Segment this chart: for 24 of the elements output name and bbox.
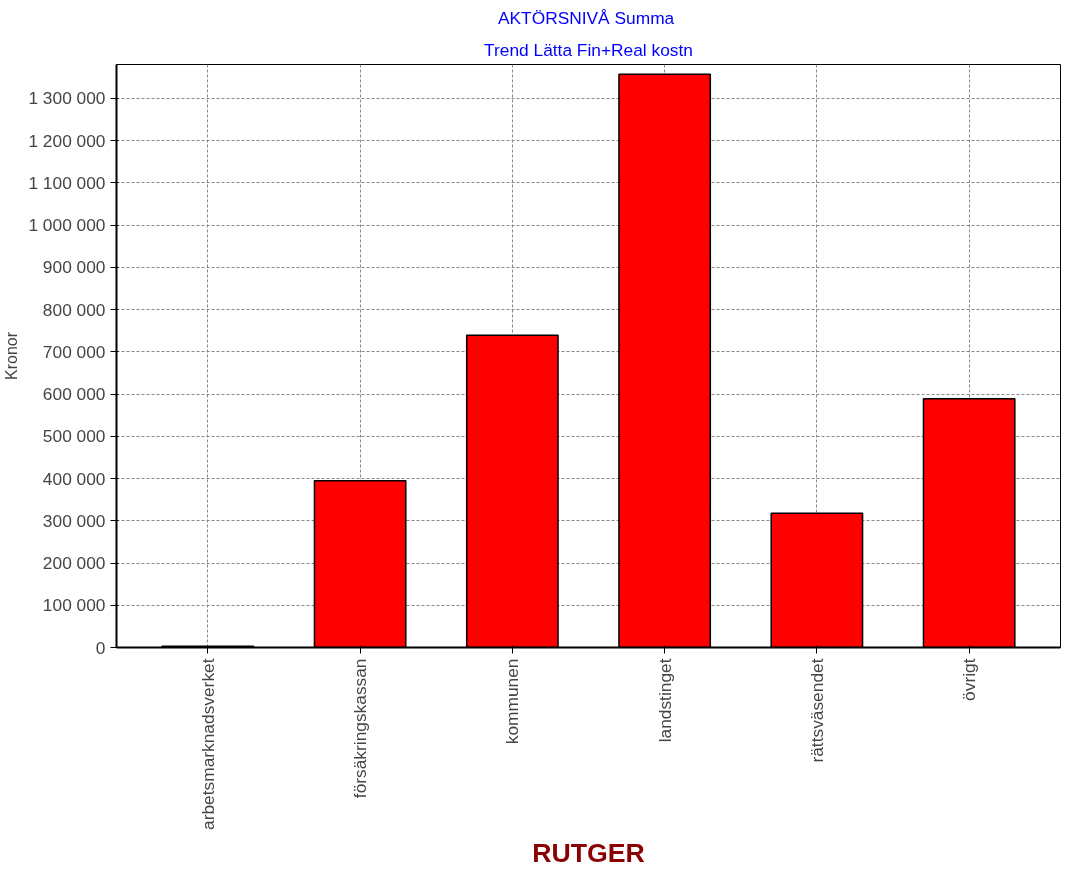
y-tick-label: 400 000 (42, 468, 106, 489)
chart-title: AKTÖRSNIVÅ Summa (497, 7, 675, 28)
x-axis-title: RUTGER (532, 837, 645, 868)
y-axis-title: Kronor (3, 331, 21, 381)
y-tick-label: 1 300 000 (28, 88, 106, 109)
y-tick-label: 900 000 (42, 257, 106, 278)
chart-subtitle: Trend Lätta Fin+Real kostn (484, 39, 693, 60)
y-tick-label: 1 200 000 (28, 130, 106, 151)
y-tick-label: 1 100 000 (28, 172, 106, 193)
x-tick-label: kommunen (502, 658, 523, 745)
y-tick-label: 200 000 (42, 553, 106, 574)
x-tick-label: landstinget (654, 658, 675, 743)
y-tick-label: 300 000 (42, 510, 106, 531)
y-tick-label: 500 000 (42, 426, 106, 447)
y-tick-label: 800 000 (42, 299, 106, 320)
y-tick-label: 100 000 (42, 595, 106, 616)
x-tick-label: försäkringskassan (350, 658, 371, 799)
x-tick-label: arbetsmarknadsverket (197, 658, 218, 830)
y-tick-label: 700 000 (42, 341, 106, 362)
x-tick-label: rättsväsendet (806, 658, 827, 763)
x-tick-label: övrigt (959, 658, 980, 701)
y-tick-label: 1 000 000 (28, 215, 106, 236)
y-tick-label: 600 000 (42, 384, 106, 405)
y-tick-label: 0 (95, 637, 106, 658)
